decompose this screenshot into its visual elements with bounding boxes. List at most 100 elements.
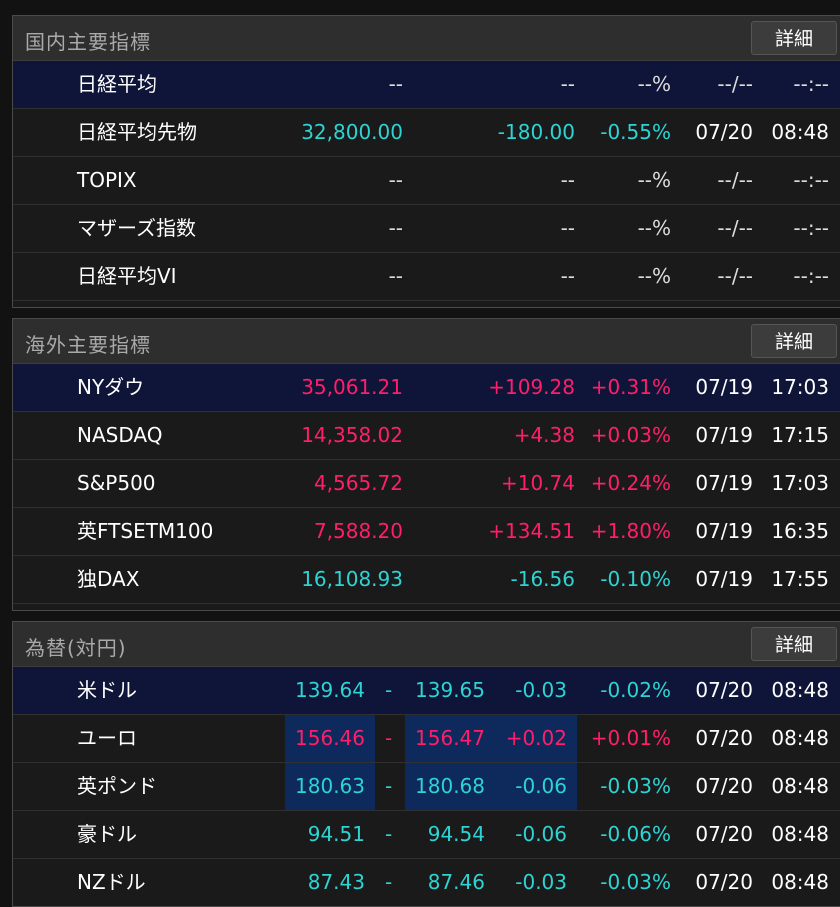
bid-ask-separator: - [385,678,393,702]
fx-time: 08:48 [771,774,829,798]
index-time: 17:15 [771,423,829,447]
index-time: --:-- [793,264,829,288]
fx-date: 07/20 [695,870,753,894]
index-change-pct: --% [637,72,671,96]
bid-price: 87.43 [307,870,365,894]
table-row[interactable]: 英ポンド 180.63 - 180.68 -0.06 -0.03% 07/20 … [13,763,840,811]
currency-name: 英ポンド [77,774,157,798]
index-change: +4.38 [513,423,575,447]
index-time: 08:48 [771,120,829,144]
bid-flash-highlight [285,715,375,762]
bid-flash-highlight [285,763,375,810]
index-price: 16,108.93 [301,567,403,591]
index-name: NYダウ [77,375,145,399]
fx-time: 08:48 [771,678,829,702]
index-change: +109.28 [488,375,575,399]
table-row[interactable]: 日経平均VI -- -- --% --/-- --:-- [13,253,840,301]
index-change-pct: +0.24% [590,471,671,495]
index-change-pct: --% [637,168,671,192]
table-row[interactable]: S&P500 4,565.72 +10.74 +0.24% 07/19 17:0… [13,460,840,508]
index-date: 07/19 [695,375,753,399]
fx-header: 為替(対円) 詳細 [13,622,840,667]
index-date: 07/20 [695,120,753,144]
fx-panel: 為替(対円) 詳細 米ドル 139.64 - 139.65 -0.03 -0.0… [12,621,840,907]
index-price: -- [388,168,403,192]
fx-change: -0.06 [515,774,567,798]
ask-price: 139.65 [415,678,485,702]
table-row[interactable]: 米ドル 139.64 - 139.65 -0.03 -0.02% 07/20 0… [13,667,840,715]
fx-change-pct: -0.03% [600,774,671,798]
table-row[interactable]: 日経平均先物 32,800.00 -180.00 -0.55% 07/20 08… [13,109,840,157]
domestic-detail-button[interactable]: 詳細 [751,21,837,55]
domestic-indices-header: 国内主要指標 詳細 [13,16,840,61]
index-change-pct: +1.80% [590,519,671,543]
ask-price: 94.54 [427,822,485,846]
fx-change: -0.03 [515,678,567,702]
index-time: 16:35 [771,519,829,543]
index-time: --:-- [793,216,829,240]
index-change: -180.00 [497,120,575,144]
index-change: +134.51 [488,519,575,543]
overseas-indices-header: 海外主要指標 詳細 [13,319,840,364]
index-price: -- [388,264,403,288]
index-change-pct: +0.03% [590,423,671,447]
overseas-detail-button[interactable]: 詳細 [751,324,837,358]
index-price: 35,061.21 [301,375,403,399]
fx-change-pct: -0.06% [600,822,671,846]
table-row[interactable]: 英FTSETM100 7,588.20 +134.51 +1.80% 07/19… [13,508,840,556]
fx-change-pct: -0.02% [600,678,671,702]
fx-change: +0.02 [505,726,567,750]
fx-time: 08:48 [771,822,829,846]
panel-title: 海外主要指標 [25,333,151,357]
index-change-pct: --% [637,264,671,288]
currency-name: NZドル [77,870,146,894]
fx-change: -0.06 [515,822,567,846]
index-date: --/-- [717,72,753,96]
bid-price: 180.63 [295,774,365,798]
bid-ask-separator: - [385,774,393,798]
index-name: 日経平均 [77,72,157,96]
table-row[interactable]: マザーズ指数 -- -- --% --/-- --:-- [13,205,840,253]
bid-ask-separator: - [385,870,393,894]
ask-price: 87.46 [427,870,485,894]
panel-title: 為替(対円) [25,636,127,660]
index-price: 4,565.72 [313,471,403,495]
index-change-pct: -0.10% [600,567,671,591]
table-row[interactable]: NZドル 87.43 - 87.46 -0.03 -0.03% 07/20 08… [13,859,840,906]
table-row[interactable]: 豪ドル 94.51 - 94.54 -0.06 -0.06% 07/20 08:… [13,811,840,859]
index-price: 32,800.00 [301,120,403,144]
index-name: マザーズ指数 [77,216,196,240]
index-date: 07/19 [695,519,753,543]
table-row[interactable]: NASDAQ 14,358.02 +4.38 +0.03% 07/19 17:1… [13,412,840,460]
fx-detail-button[interactable]: 詳細 [751,627,837,661]
index-change-pct: -0.55% [600,120,671,144]
index-name: 独DAX [77,567,140,591]
index-change-pct: +0.31% [590,375,671,399]
index-date: 07/19 [695,423,753,447]
index-name: 日経平均先物 [77,120,197,144]
index-time: --:-- [793,72,829,96]
table-row[interactable]: TOPIX -- -- --% --/-- --:-- [13,157,840,205]
table-row[interactable]: ユーロ 156.46 - 156.47 +0.02 +0.01% 07/20 0… [13,715,840,763]
index-price: 14,358.02 [301,423,403,447]
index-date: --/-- [717,168,753,192]
index-date: --/-- [717,216,753,240]
index-price: -- [388,216,403,240]
table-row[interactable]: 日経平均 -- -- --% --/-- --:-- [13,61,840,109]
index-time: --:-- [793,168,829,192]
currency-name: ユーロ [77,726,137,750]
ask-price: 156.47 [415,726,485,750]
fx-time: 08:48 [771,726,829,750]
index-change: +10.74 [500,471,575,495]
table-row[interactable]: NYダウ 35,061.21 +109.28 +0.31% 07/19 17:0… [13,364,840,412]
currency-name: 米ドル [77,678,137,702]
currency-name: 豪ドル [77,822,137,846]
table-row[interactable]: 独DAX 16,108.93 -16.56 -0.10% 07/19 17:55 [13,556,840,604]
index-change: -- [560,264,575,288]
bid-price: 94.51 [307,822,365,846]
ask-flash-highlight [405,715,577,762]
index-name: 英FTSETM100 [77,519,214,543]
bid-ask-separator: - [385,726,393,750]
fx-change-pct: -0.03% [600,870,671,894]
bid-price: 156.46 [295,726,365,750]
